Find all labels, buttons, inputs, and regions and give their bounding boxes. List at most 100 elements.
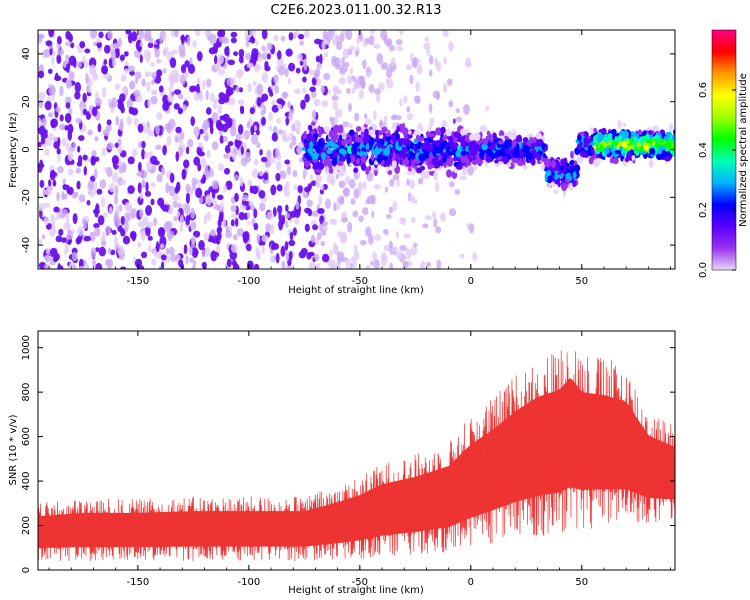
spectral-blob (311, 90, 317, 99)
signal-blob (535, 132, 543, 140)
spectral-blob (179, 214, 184, 226)
signal-blob (468, 134, 475, 141)
spectral-blob (175, 151, 180, 162)
spectral-blob (423, 42, 431, 50)
spectral-blob (365, 264, 371, 269)
spectral-blob (268, 111, 273, 121)
spectral-blob (295, 67, 301, 74)
spectral-blob (137, 182, 142, 194)
signal-blob (320, 152, 327, 159)
x-tick-label: -50 (352, 577, 368, 588)
spectral-blob (310, 180, 317, 187)
spectral-blob (199, 93, 204, 102)
spectral-blob (420, 262, 424, 269)
spectral-blob (191, 177, 198, 186)
spectral-blob (338, 180, 346, 189)
spectral-blob (368, 83, 375, 94)
spectral-blob (206, 211, 212, 222)
signal-blob (336, 160, 344, 166)
spectral-blob (455, 108, 460, 114)
spectral-blob (54, 72, 59, 81)
spectral-blob (121, 87, 128, 94)
spectral-blob (85, 72, 89, 84)
spectral-blob (126, 115, 133, 126)
spectral-blob (78, 194, 86, 203)
spectral-blob (65, 54, 70, 61)
spectral-blob (213, 98, 219, 104)
spectral-blob (67, 168, 74, 176)
spectral-blob (368, 234, 374, 245)
spectral-blob (108, 183, 117, 193)
spectral-blob (295, 200, 300, 210)
spectral-blob (101, 231, 106, 240)
spectral-blob (74, 91, 81, 100)
spectral-blob (248, 200, 253, 207)
spectral-blob (447, 78, 453, 86)
spectral-blob (287, 100, 291, 109)
signal-blob (635, 150, 640, 157)
spectral-blob (120, 266, 127, 269)
spectral-blob (424, 36, 429, 43)
signal-blob (473, 132, 481, 142)
spectral-blob (185, 183, 191, 193)
spectral-blob (48, 84, 56, 96)
y-tick-label: -20 (21, 189, 32, 205)
spectral-blob (62, 183, 68, 191)
spectral-blob (79, 40, 86, 49)
signal-blob (577, 143, 583, 151)
spectral-blob (230, 31, 238, 38)
spectral-blob (134, 71, 142, 80)
spectral-blob (173, 215, 178, 222)
signal-blob (359, 151, 366, 156)
spectral-blob (275, 252, 280, 264)
signal-blob (377, 142, 382, 149)
signal-blob (586, 137, 594, 142)
spectral-blob (293, 209, 301, 218)
spectral-blob (454, 189, 461, 195)
spectral-blob (163, 35, 167, 42)
spectral-blob (321, 220, 329, 227)
spectral-blob (312, 109, 317, 120)
signal-blob (370, 153, 375, 161)
signal-blob (512, 149, 520, 159)
spectral-blob (370, 195, 376, 205)
signal-blob (614, 141, 619, 146)
spectral-blob (103, 59, 108, 66)
spectral-blob (309, 86, 316, 93)
spectral-blob (370, 30, 376, 35)
signal-blob (383, 147, 391, 156)
spectral-blob (256, 83, 264, 95)
signal-blob (381, 126, 388, 133)
spectral-blob (202, 174, 207, 184)
spectral-blob (378, 119, 384, 128)
signal-blob (523, 150, 528, 158)
spectral-blob (83, 235, 92, 242)
spectral-blob (114, 83, 121, 91)
spectral-blob (184, 70, 189, 79)
signal-blob (315, 146, 321, 154)
spectral-blob (88, 64, 97, 76)
spectral-blob (337, 89, 343, 95)
spectral-blob (320, 240, 325, 247)
spectral-blob (124, 201, 132, 212)
spectral-blob (334, 63, 342, 70)
spectral-blob (239, 176, 244, 187)
spectral-blob (436, 259, 442, 269)
spectral-blob (409, 179, 415, 189)
spectral-blob (406, 178, 410, 186)
spectral-blob (38, 92, 46, 100)
spectral-blob (194, 30, 201, 37)
spectral-blob (256, 233, 261, 244)
spectral-blob (90, 156, 96, 166)
spectral-blob (239, 105, 245, 112)
signal-blob (424, 171, 430, 180)
spectral-blob (357, 30, 363, 41)
spectral-blob (276, 118, 282, 125)
signal-blob (455, 150, 461, 158)
spectral-blob (238, 48, 245, 58)
spectral-blob (485, 105, 490, 112)
spectral-blob (215, 119, 223, 130)
spectral-blob (227, 141, 234, 147)
spectral-blob (57, 166, 64, 174)
spectral-blob (429, 54, 434, 65)
